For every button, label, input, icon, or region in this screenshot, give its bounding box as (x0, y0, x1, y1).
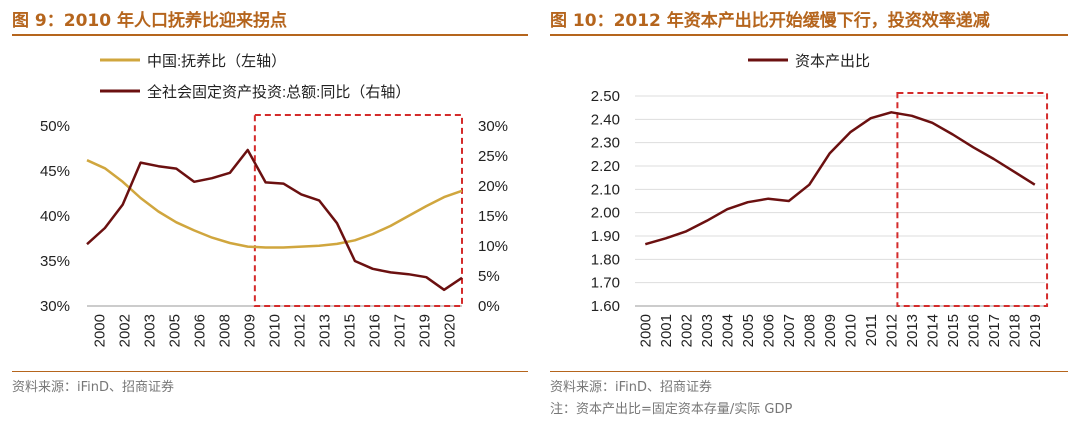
x-axis-tick-label: 2013 (317, 314, 334, 347)
legend-label: 资本产出比 (795, 53, 870, 70)
right-axis-tick-label: 15% (478, 208, 508, 225)
figure-10-note: 注：资本产出比=固定资本存量/实际 GDP (550, 402, 793, 417)
left-axis-tick-label: 35% (40, 253, 70, 270)
x-axis-tick-label: 2007 (781, 314, 798, 347)
x-axis-tick-label: 2002 (678, 314, 695, 347)
x-axis-tick-label: 2003 (142, 314, 159, 347)
x-axis-tick-label: 2019 (417, 314, 434, 347)
highlight-box (896, 92, 1049, 307)
x-axis-tick-label: 2018 (1006, 314, 1023, 347)
x-axis-tick-label: 2000 (637, 314, 654, 347)
dependency-ratio-chart: 30% 35% 40% 45% 50% 0% 5% 10% 15% 20% 25% 30% 2000 20… (40, 53, 508, 347)
y-axis-tick-label: 2.50 (591, 88, 620, 105)
dependency-ratio-line (86, 159, 463, 249)
right-axis-tick-label: 10% (478, 238, 508, 255)
x-axis-tick-label: 2020 (442, 314, 459, 347)
right-axis-tick-label: 30% (478, 118, 508, 135)
x-axis-tick-label: 2010 (267, 314, 284, 347)
x-axis-tick-label: 2012 (292, 314, 309, 347)
x-axis-tick-label: 2009 (822, 314, 839, 347)
x-axis-tick-label: 2019 (1027, 314, 1044, 347)
y-axis-tick-label: 1.60 (591, 298, 620, 315)
x-axis-tick-label: 2010 (842, 314, 859, 347)
y-axis-tick-label: 2.00 (591, 205, 620, 222)
figure-9-source: 资料来源：iFinD、招商证券 (12, 380, 175, 395)
y-axis-tick-label: 2.10 (591, 181, 620, 198)
y-axis-tick-label: 2.20 (591, 158, 620, 175)
figure-9-title: 图 9：2010 年人口抚养比迎来拐点 (12, 11, 287, 31)
y-axis-tick-label: 1.80 (591, 251, 620, 268)
figure-9-title-rule (12, 34, 528, 36)
x-axis-tick-label: 2004 (719, 314, 736, 347)
y-axis-tick-label: 2.40 (591, 111, 620, 128)
x-axis-tick-label: 2013 (904, 314, 921, 347)
x-axis-tick-label: 2017 (986, 314, 1003, 347)
x-axis-tick-label: 2012 (883, 314, 900, 347)
figure-10-source: 资料来源：iFinD、招商证券 (550, 380, 713, 395)
x-axis-tick-label: 2008 (801, 314, 818, 347)
left-axis-tick-label: 50% (40, 118, 70, 135)
left-axis-tick-label: 40% (40, 208, 70, 225)
x-axis-tick-label: 2016 (965, 314, 982, 347)
x-axis-tick-label: 2006 (760, 314, 777, 347)
right-axis-tick-label: 25% (478, 148, 508, 165)
x-axis-tick-label: 2005 (167, 314, 184, 347)
x-axis-tick-label: 2011 (863, 314, 880, 346)
figure-10-panel: 图 10：2012 年资本产出比开始缓慢下行，投资效率递减 1.60 1.70 1.… (540, 0, 1080, 421)
left-axis-tick-label: 45% (40, 163, 70, 180)
x-axis-tick-label: 2006 (192, 314, 209, 347)
x-axis-tick-label: 2014 (924, 314, 941, 347)
y-axis-tick-label: 1.70 (591, 275, 620, 292)
y-axis-tick-label: 1.90 (591, 228, 620, 245)
fai-growth-line (86, 148, 463, 292)
x-axis-tick-label: 2009 (242, 314, 259, 347)
figure-10-bottom-rule (550, 371, 1068, 372)
left-axis-tick-label: 30% (40, 298, 70, 315)
x-axis-tick-label: 2008 (217, 314, 234, 347)
x-axis-tick-label: 2003 (699, 314, 716, 347)
highlight-box (253, 114, 463, 307)
capital-output-ratio-line (644, 111, 1036, 246)
y-axis-tick-label: 2.30 (591, 135, 620, 152)
capital-output-ratio-chart: 1.60 1.70 1.80 1.90 2.00 2.10 2.20 2.30 2.40 2.50… (591, 53, 1049, 347)
x-axis-tick-label: 2005 (740, 314, 757, 347)
x-axis-tick-label: 2017 (392, 314, 409, 347)
figure-10-title-rule (550, 34, 1068, 36)
legend-label: 全社会固定资产投资:总额:同比（右轴） (147, 83, 410, 101)
right-axis-tick-label: 5% (478, 268, 500, 285)
figure-9-bottom-rule (12, 371, 528, 372)
x-axis-tick-label: 2001 (658, 314, 675, 347)
figure-9-panel: 图 9：2010 年人口抚养比迎来拐点 30% 35% 40% 45% 50% 0% 5% 1… (12, 11, 528, 395)
right-axis-tick-label: 20% (478, 178, 508, 195)
x-axis-tick-label: 2002 (117, 314, 134, 347)
x-axis-tick-label: 2015 (342, 314, 359, 347)
x-axis-tick-label: 2015 (945, 314, 962, 347)
right-axis-tick-label: 0% (478, 298, 500, 315)
x-axis-tick-label: 2000 (92, 314, 109, 347)
figure-10-title: 图 10：2012 年资本产出比开始缓慢下行，投资效率递减 (550, 11, 990, 31)
legend-label: 中国:抚养比（左轴） (147, 53, 286, 70)
x-axis-tick-label: 2016 (367, 314, 384, 347)
